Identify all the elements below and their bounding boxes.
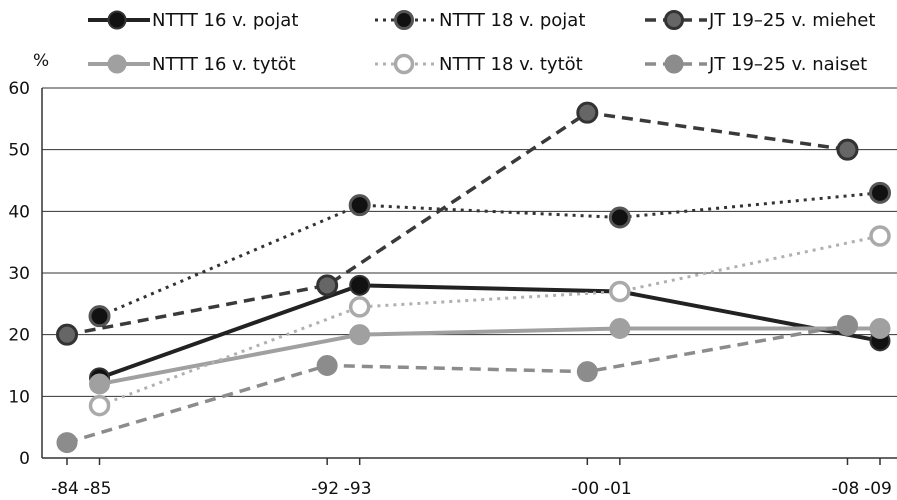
y-tick-label: 10: [8, 387, 30, 407]
legend-item-jt-19-25-v-miehet: JT 19–25 v. miehet: [645, 10, 875, 31]
y-tick-label: 20: [8, 326, 30, 346]
series-jt-19-25-v-miehet: [56, 101, 859, 346]
x-tick-label: -01: [604, 479, 632, 499]
series-line: [66, 323, 848, 445]
legend-marker-swatch: [664, 54, 684, 74]
legend-label: NTTT 16 v. tytöt: [152, 54, 296, 75]
x-axis-ticks: -84 -85 -92 -93 -00 -01 -08 -09: [51, 458, 892, 499]
y-tick-label: 40: [8, 202, 30, 222]
x-tick-label: -00: [571, 479, 599, 499]
series-nttt-16-v-tytot: [89, 318, 891, 395]
x-tick-label: -09: [864, 479, 892, 499]
x-tick-label: -84: [51, 479, 79, 499]
data-point: [56, 323, 78, 346]
data-point: [349, 274, 371, 296]
y-tick-label: 60: [8, 79, 30, 99]
data-point: [88, 305, 111, 328]
legend-label: NTTT 18 v. tytöt: [439, 54, 583, 75]
legend-label: NTTT 18 v. pojat: [439, 10, 585, 31]
series-nttt-18-v-pojat: [88, 181, 891, 328]
data-point: [576, 361, 598, 383]
data-point: [316, 355, 338, 376]
x-tick-label: -08: [832, 479, 860, 499]
data-point: [348, 194, 371, 217]
series-jt-19-25-v-naiset: [56, 314, 858, 454]
y-axis-ticks: 0 10 20 30 40 50 60: [8, 79, 30, 469]
legend: NTTT 16 v. pojat NTTT 18 v. pojat JT 19–25…: [88, 10, 875, 75]
data-point: [609, 280, 631, 303]
data-point: [836, 138, 859, 161]
data-point: [576, 101, 599, 124]
gridlines: [42, 87, 897, 397]
y-tick-label: 30: [8, 264, 30, 284]
series-line: [98, 283, 881, 380]
data-point: [609, 318, 631, 339]
legend-item-nttt-16-v-tytot: NTTT 16 v. tytöt: [88, 54, 296, 75]
legend-label: JT 19–25 v. naiset: [708, 54, 867, 75]
series-nttt-18-v-tytot: [88, 225, 891, 417]
series-group: [56, 101, 891, 454]
data-point: [836, 314, 858, 336]
series-line: [98, 234, 881, 407]
legend-item-nttt-16-v-pojat: NTTT 16 v. pojat: [88, 10, 298, 31]
series-line: [66, 110, 848, 337]
y-tick-label: 0: [19, 449, 30, 469]
legend-marker-swatch: [393, 53, 415, 75]
legend-marker-swatch: [107, 10, 127, 30]
x-tick-label: -92: [311, 479, 339, 499]
legend-item-nttt-18-v-tytot: NTTT 18 v. tytöt: [375, 53, 583, 75]
axes: [41, 88, 897, 459]
y-tick-label: 50: [8, 141, 30, 161]
series-line: [99, 326, 880, 386]
data-point: [56, 432, 78, 454]
y-axis-unit: %: [33, 51, 49, 71]
legend-label: JT 19–25 v. miehet: [708, 10, 875, 31]
data-point: [869, 318, 891, 339]
legend-item-jt-19-25-v-naiset: JT 19–25 v. naiset: [645, 54, 867, 75]
legend-item-nttt-18-v-pojat: NTTT 18 v. pojat: [375, 10, 585, 31]
data-point: [349, 324, 371, 346]
x-tick-label: -93: [344, 479, 372, 499]
legend-marker-swatch: [394, 10, 414, 30]
data-point: [869, 181, 891, 204]
legend-marker-swatch: [664, 10, 684, 30]
x-tick-label: -85: [84, 479, 112, 499]
data-point: [608, 206, 631, 229]
data-point: [316, 274, 339, 297]
legend-label: NTTT 16 v. pojat: [152, 10, 298, 31]
data-point: [89, 373, 111, 395]
legend-marker-swatch: [107, 54, 127, 74]
data-point: [88, 394, 111, 417]
data-point: [348, 296, 371, 318]
data-point: [869, 225, 891, 247]
series-line: [98, 191, 881, 318]
